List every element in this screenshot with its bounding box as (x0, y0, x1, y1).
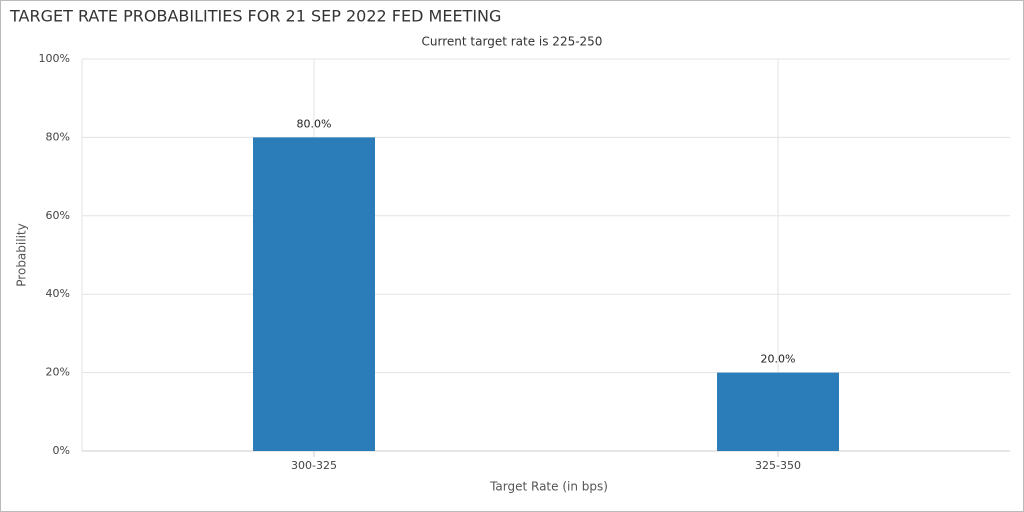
x-tick-label: 300-325 (291, 459, 337, 472)
y-tick-label: 80% (46, 130, 70, 143)
y-tick-label: 20% (46, 366, 70, 379)
y-axis-label: Probability (15, 223, 29, 286)
y-tick-label: 0% (53, 444, 70, 457)
bar (717, 372, 839, 451)
x-axis-label: Target Rate (in bps) (489, 480, 608, 494)
chart-subtitle: Current target rate is 225-250 (422, 35, 603, 49)
data-label: 20.0% (761, 353, 796, 366)
x-tick-label: 325-350 (755, 459, 801, 472)
chart-title: TARGET RATE PROBABILITIES FOR 21 SEP 202… (9, 7, 501, 26)
bar (253, 137, 375, 451)
y-tick-label: 60% (46, 209, 70, 222)
y-tick-label: 40% (46, 287, 70, 300)
y-tick-label: 100% (39, 52, 70, 65)
data-label: 80.0% (297, 117, 332, 130)
